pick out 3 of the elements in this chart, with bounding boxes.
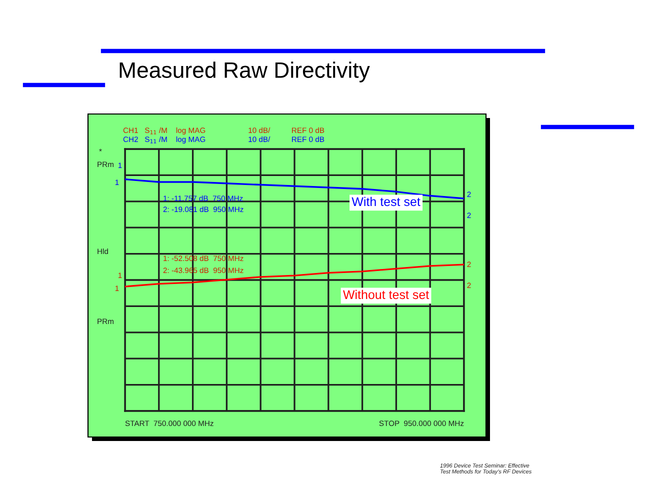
series-label: With test set — [352, 196, 420, 206]
series-label: Without test set — [343, 290, 430, 300]
chart-title: Measured Raw Directivity — [120, 62, 370, 82]
